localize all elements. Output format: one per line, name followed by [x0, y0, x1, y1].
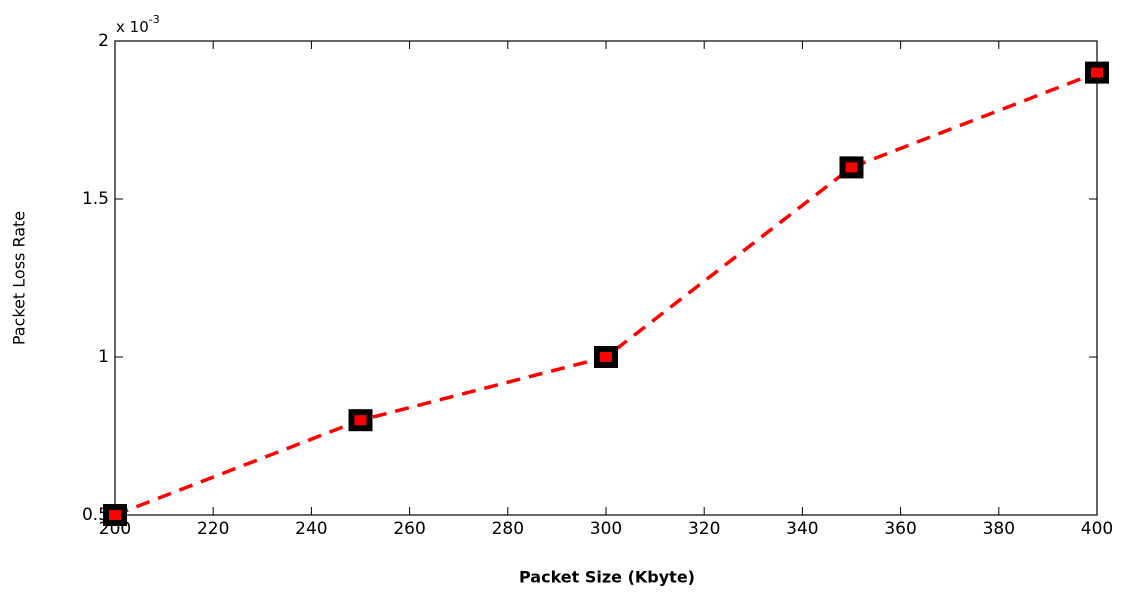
y-tick-label: 1.5 — [82, 189, 109, 209]
x-tick-label: 400 — [1081, 519, 1113, 539]
plot-frame — [114, 40, 1098, 516]
x-tick-label: 220 — [197, 519, 229, 539]
x-tick-label: 340 — [786, 519, 818, 539]
y-scale-exponent: -3 — [149, 13, 160, 26]
x-tick-label: 380 — [983, 519, 1015, 539]
marker — [103, 504, 127, 526]
marker — [594, 346, 618, 368]
marker — [1085, 61, 1109, 84]
x-tick-label: 360 — [884, 519, 916, 539]
x-tick-label: 280 — [492, 519, 524, 539]
marker — [348, 409, 373, 432]
y-scale-label: x 10-3 — [116, 13, 160, 36]
y-scale-base: x 10 — [116, 18, 149, 36]
x-tick-label: 240 — [295, 519, 327, 539]
y-tick-label: 2 — [98, 31, 109, 51]
y-tick-label: 1 — [98, 347, 109, 367]
y-tick-label: 0.5 — [82, 505, 109, 525]
x-tick-label: 300 — [590, 519, 622, 539]
x-tick-label: 260 — [393, 519, 425, 539]
series-line — [114, 70, 1098, 517]
x-axis-title: Packet Size (Kbyte) — [519, 568, 695, 587]
marker — [839, 156, 864, 179]
x-tick-label: 320 — [688, 519, 720, 539]
y-axis-title: Packet Loss Rate — [10, 211, 29, 345]
